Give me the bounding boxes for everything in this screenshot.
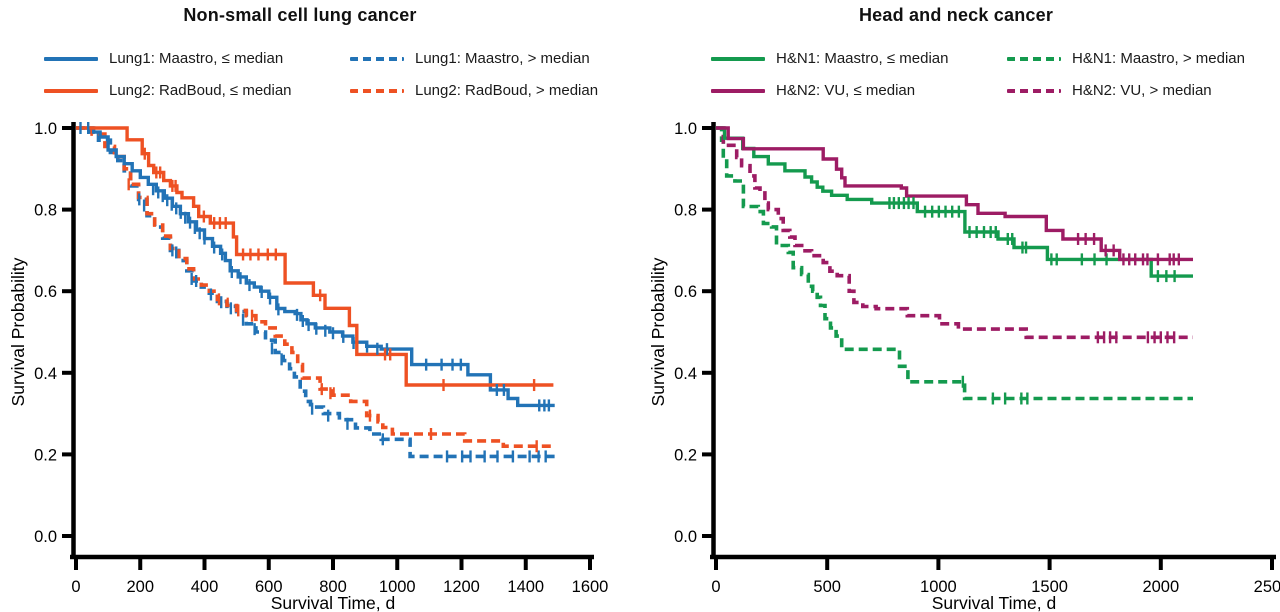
legend-item-2: Lung2: RadBoud, ≤ median bbox=[44, 79, 350, 102]
legend-label: H&N2: VU, ≤ median bbox=[776, 82, 916, 99]
y-axis-ticks: 1.0 0.8 0.6 0.4 0.2 0.0 bbox=[34, 120, 72, 546]
censor-marks-series-0 bbox=[79, 122, 551, 412]
censor-marks-series-2 bbox=[143, 147, 536, 392]
legend-label: H&N1: Maastro, ≤ median bbox=[776, 50, 949, 67]
legend-head-neck: H&N1: Maastro, ≤ median H&N1: Maastro, > … bbox=[711, 47, 1245, 102]
svg-text:0.4: 0.4 bbox=[674, 365, 697, 383]
censor-marks-series-0 bbox=[888, 197, 1176, 283]
survival-curves bbox=[76, 126, 555, 459]
svg-text:0.2: 0.2 bbox=[674, 446, 697, 464]
legend-item-2: H&N2: VU, ≤ median bbox=[711, 79, 1007, 102]
legend-label: H&N2: VU, > median bbox=[1072, 82, 1212, 99]
legend-item-0: H&N1: Maastro, ≤ median bbox=[711, 47, 1007, 70]
solid-line-swatch bbox=[711, 88, 765, 93]
svg-text:0.8: 0.8 bbox=[34, 202, 57, 220]
svg-text:1000: 1000 bbox=[920, 578, 957, 596]
legend-label: H&N1: Maastro, > median bbox=[1072, 50, 1245, 67]
svg-text:1200: 1200 bbox=[443, 578, 480, 596]
censor-marks-series-2 bbox=[1076, 232, 1181, 266]
legend-item-3: Lung2: RadBoud, > median bbox=[350, 79, 598, 102]
svg-text:0: 0 bbox=[71, 578, 80, 596]
svg-text:500: 500 bbox=[813, 578, 841, 596]
censor-marks bbox=[888, 197, 1181, 405]
y-axis-ticks: 1.0 0.8 0.6 0.4 0.2 0.0 bbox=[674, 120, 712, 546]
legend-item-0: Lung1: Maastro, ≤ median bbox=[44, 47, 350, 70]
censor-marks-series-3 bbox=[1096, 331, 1176, 344]
km-chart-head-neck: 1.0 0.8 0.6 0.4 0.2 0.0 0 500 1000 1500 2000 2500 Su… bbox=[648, 120, 1280, 612]
svg-text:0.4: 0.4 bbox=[34, 365, 57, 383]
solid-line-swatch bbox=[711, 56, 765, 61]
svg-text:0.8: 0.8 bbox=[674, 202, 697, 220]
svg-text:1.0: 1.0 bbox=[674, 120, 697, 138]
series-line-3 bbox=[716, 126, 1193, 340]
axes bbox=[70, 122, 594, 560]
svg-text:2000: 2000 bbox=[1142, 578, 1179, 596]
svg-text:200: 200 bbox=[126, 578, 154, 596]
y-axis-label: Survival Probability bbox=[8, 257, 28, 406]
legend-item-3: H&N2: VU, > median bbox=[1007, 79, 1245, 102]
series-line-0 bbox=[76, 126, 555, 408]
dashed-line-swatch bbox=[350, 56, 404, 61]
series-line-2 bbox=[716, 126, 1193, 262]
dashed-line-swatch bbox=[1007, 88, 1061, 93]
panel-head-neck-cancer: Head and neck cancer H&N1: Maastro, ≤ me… bbox=[640, 0, 1280, 612]
svg-text:800: 800 bbox=[319, 578, 347, 596]
x-axis-label: Survival Time, d bbox=[932, 593, 1056, 612]
km-chart-lung: 1.0 0.8 0.6 0.4 0.2 0.0 0 200 400 600 800 1000 1200 1… bbox=[8, 120, 608, 612]
series-line-1 bbox=[716, 126, 1193, 401]
x-axis-ticks: 0 500 1000 1500 2000 2500 bbox=[711, 557, 1280, 596]
svg-text:1.0: 1.0 bbox=[34, 120, 57, 138]
svg-text:1000: 1000 bbox=[379, 578, 416, 596]
svg-text:1600: 1600 bbox=[572, 578, 609, 596]
solid-line-swatch bbox=[44, 88, 98, 93]
survival-curves bbox=[716, 126, 1193, 401]
legend-lung: Lung1: Maastro, ≤ median Lung1: Maastro, … bbox=[44, 47, 598, 102]
svg-text:0.6: 0.6 bbox=[674, 283, 697, 301]
dashed-line-swatch bbox=[350, 88, 404, 93]
svg-text:0: 0 bbox=[711, 578, 720, 596]
svg-text:600: 600 bbox=[255, 578, 283, 596]
svg-text:1500: 1500 bbox=[1031, 578, 1068, 596]
svg-text:0.0: 0.0 bbox=[34, 528, 57, 546]
axes bbox=[710, 122, 1276, 560]
series-line-2 bbox=[76, 126, 554, 387]
y-axis-label: Survival Probability bbox=[648, 257, 668, 406]
legend-item-1: H&N1: Maastro, > median bbox=[1007, 47, 1245, 70]
svg-text:1400: 1400 bbox=[507, 578, 544, 596]
solid-line-swatch bbox=[44, 56, 98, 61]
dashed-line-swatch bbox=[1007, 56, 1061, 61]
censor-marks-series-1 bbox=[961, 375, 1029, 405]
svg-text:2500: 2500 bbox=[1254, 578, 1280, 596]
legend-item-1: Lung1: Maastro, > median bbox=[350, 47, 598, 70]
legend-label: Lung2: RadBoud, ≤ median bbox=[109, 82, 292, 99]
legend-label: Lung2: RadBoud, > median bbox=[415, 82, 599, 99]
x-axis-label: Survival Time, d bbox=[271, 593, 395, 612]
censor-marks-series-3 bbox=[127, 178, 538, 453]
svg-text:0.6: 0.6 bbox=[34, 283, 57, 301]
chart-title-head-neck: Head and neck cancer bbox=[858, 5, 1054, 25]
x-axis-ticks: 0 200 400 600 800 1000 1200 1400 1600 bbox=[71, 557, 608, 596]
panel-lung-cancer: Non-small cell lung cancer Lung1: Maastr… bbox=[8, 5, 608, 612]
chart-title-lung: Non-small cell lung cancer bbox=[183, 5, 417, 25]
svg-text:0.2: 0.2 bbox=[34, 446, 57, 464]
svg-text:0.0: 0.0 bbox=[674, 528, 697, 546]
legend-label: Lung1: Maastro, ≤ median bbox=[109, 50, 284, 67]
legend-label: Lung1: Maastro, > median bbox=[415, 50, 590, 67]
censor-marks bbox=[79, 122, 551, 463]
svg-text:400: 400 bbox=[191, 578, 219, 596]
censor-marks-series-1 bbox=[138, 193, 547, 463]
